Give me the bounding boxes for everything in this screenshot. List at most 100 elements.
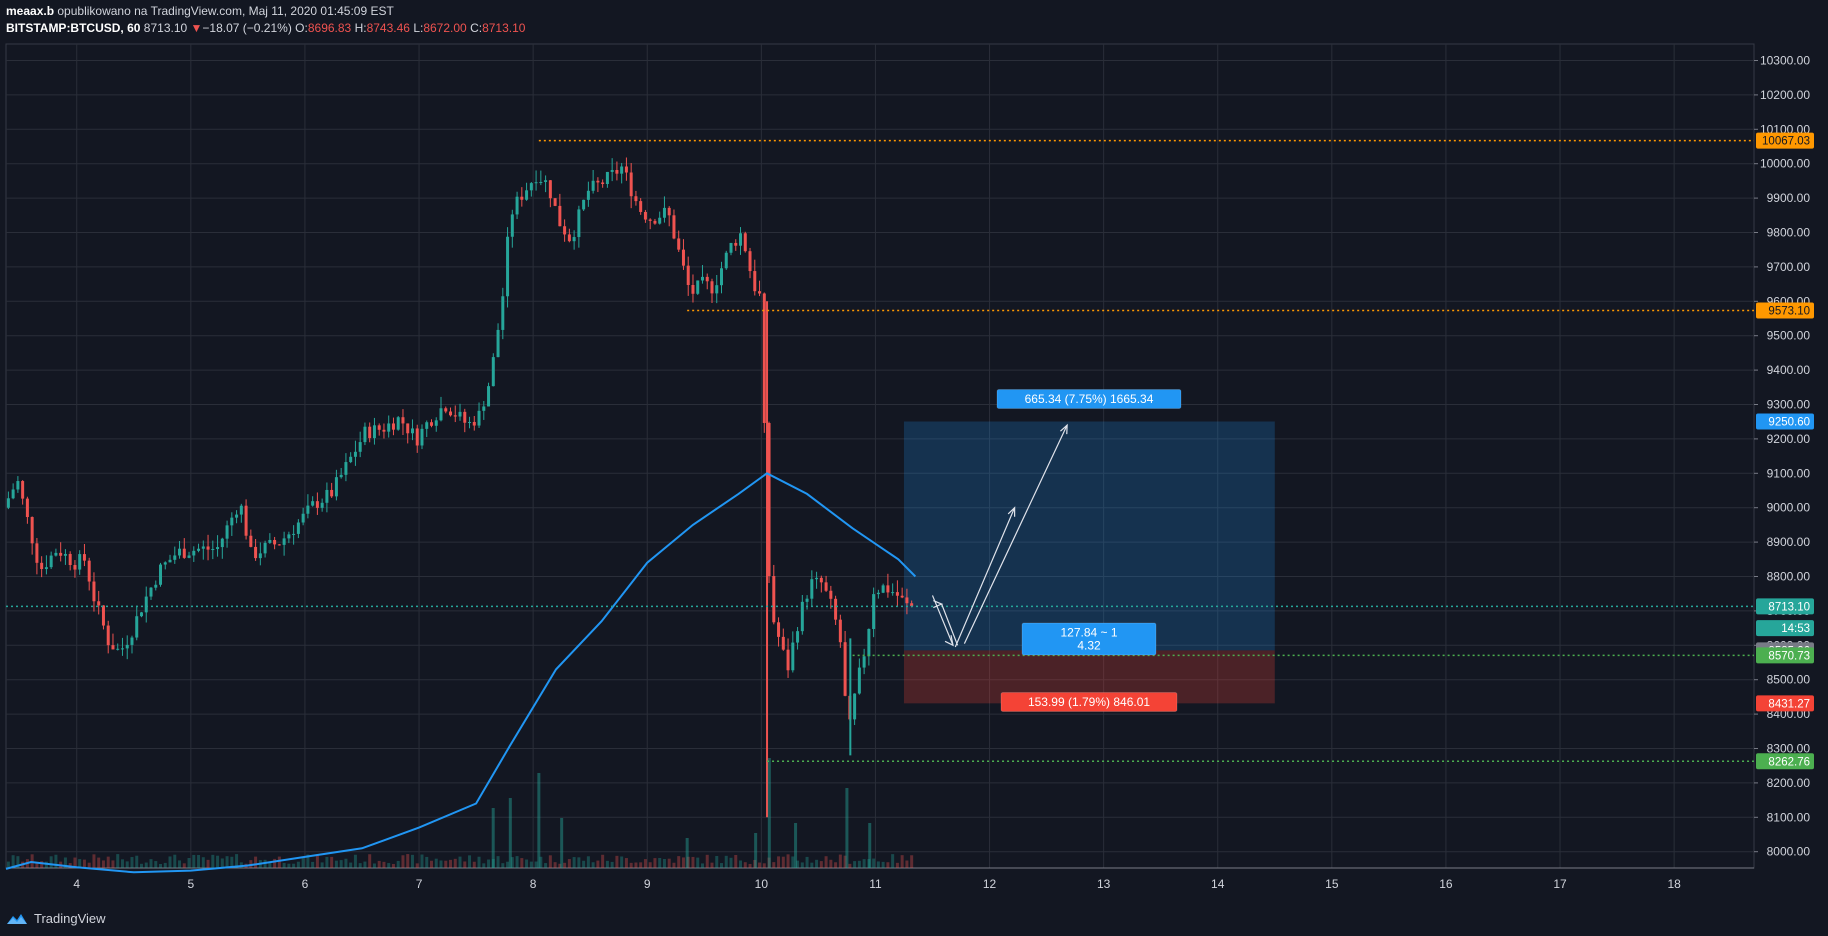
candle-body [772, 576, 776, 623]
symbol-label[interactable]: BITSTAMP:BTCUSD, 60 [6, 21, 141, 35]
candle-body [334, 477, 338, 497]
candle-body [819, 577, 823, 583]
author-name[interactable]: meaax.b [6, 4, 55, 18]
volume-bar [401, 855, 405, 868]
candle-body [173, 555, 177, 560]
volume-bar [87, 862, 91, 868]
price-axis-label-bg [1756, 598, 1814, 615]
volume-spike [767, 758, 771, 868]
arrow-line [931, 595, 954, 646]
candle-body [68, 553, 72, 566]
candle-body [691, 284, 695, 294]
candle-body [244, 505, 248, 536]
volume-bar [168, 856, 172, 868]
volume-bar [306, 854, 310, 868]
low-value: 8672.00 [423, 21, 467, 35]
candle-body [458, 411, 462, 417]
candle-body [49, 555, 53, 568]
candle-body [92, 581, 96, 602]
volume-bar [16, 856, 20, 868]
volume-bar [544, 863, 548, 868]
target-label-text: 665.34 (7.75%) 1665.34 [1025, 392, 1154, 406]
candle-body [401, 417, 405, 424]
candle-body [106, 625, 110, 646]
volume-bar [739, 860, 743, 868]
candle-body [724, 252, 728, 269]
candle-body [235, 514, 239, 518]
volume-bar [391, 863, 395, 868]
candle-body [211, 549, 215, 551]
volume-bar [781, 856, 785, 868]
candle-body [743, 233, 747, 252]
volume-bar [862, 859, 866, 868]
volume-bar [548, 855, 552, 868]
arrow-head [1060, 423, 1068, 435]
volume-bar [410, 854, 414, 868]
candle-body [149, 587, 153, 597]
volume-bar [287, 863, 291, 868]
candle-body [515, 196, 519, 215]
candle-body [111, 645, 115, 650]
candle-body [116, 648, 120, 650]
volume-bar [748, 863, 752, 868]
candle-body [192, 550, 196, 556]
volume-bar [382, 861, 386, 868]
candle-body [25, 498, 29, 518]
candle-body [396, 417, 400, 430]
volume-bar [44, 861, 48, 868]
y-tick-label: 9300.00 [1767, 398, 1811, 412]
candle-body [54, 552, 58, 556]
volume-bar [139, 863, 143, 868]
volume-bar [872, 858, 876, 868]
volume-bar [92, 854, 96, 868]
candle-body [582, 199, 586, 210]
price-change: −18.07 (−0.21%) [202, 21, 292, 35]
volume-bar [582, 860, 586, 868]
volume-bar [501, 863, 505, 868]
price-axis-label-text: 8431.27 [1768, 698, 1810, 710]
candle-body [601, 182, 605, 185]
low-label: L: [413, 21, 424, 35]
candle-body [273, 539, 277, 545]
volume-spike [868, 823, 872, 868]
arrow-head [944, 635, 954, 647]
candle-body [900, 595, 904, 598]
volume-bar [534, 861, 538, 868]
volume-bar [791, 856, 795, 868]
volume-bar [225, 856, 229, 868]
candle-body [40, 562, 44, 570]
candle-body [739, 233, 743, 246]
candle-body [420, 428, 424, 446]
price-axis-label-bg [1756, 647, 1814, 664]
candle-body [506, 236, 510, 297]
candle-body [834, 598, 838, 620]
candle-body [853, 693, 857, 720]
footer-brand[interactable]: TradingView [6, 911, 106, 926]
volume-bar [681, 857, 685, 868]
volume-spike [537, 773, 541, 868]
volume-bar [6, 861, 10, 868]
volume-bar [734, 854, 738, 868]
volume-spike [508, 798, 512, 868]
candle-body [905, 597, 909, 604]
volume-bar [130, 857, 134, 868]
candle-body [748, 251, 752, 272]
candle-body [358, 442, 362, 452]
volume-bar [724, 855, 728, 868]
y-tick-label: 9000.00 [1767, 501, 1811, 515]
volume-bar [857, 860, 861, 868]
candle-body [705, 276, 709, 282]
volume-bar [363, 861, 367, 868]
volume-bar [520, 858, 524, 868]
volume-bar [477, 856, 481, 868]
y-tick-label: 10300.00 [1760, 54, 1810, 68]
volume-bar [838, 854, 842, 868]
volume-bar [605, 860, 609, 868]
volume-bar [201, 857, 205, 868]
volume-bar [700, 863, 704, 868]
x-tick-label: 15 [1325, 877, 1339, 891]
volume-bar [767, 857, 771, 868]
candle-body [525, 190, 529, 200]
volume-bar [648, 862, 652, 868]
